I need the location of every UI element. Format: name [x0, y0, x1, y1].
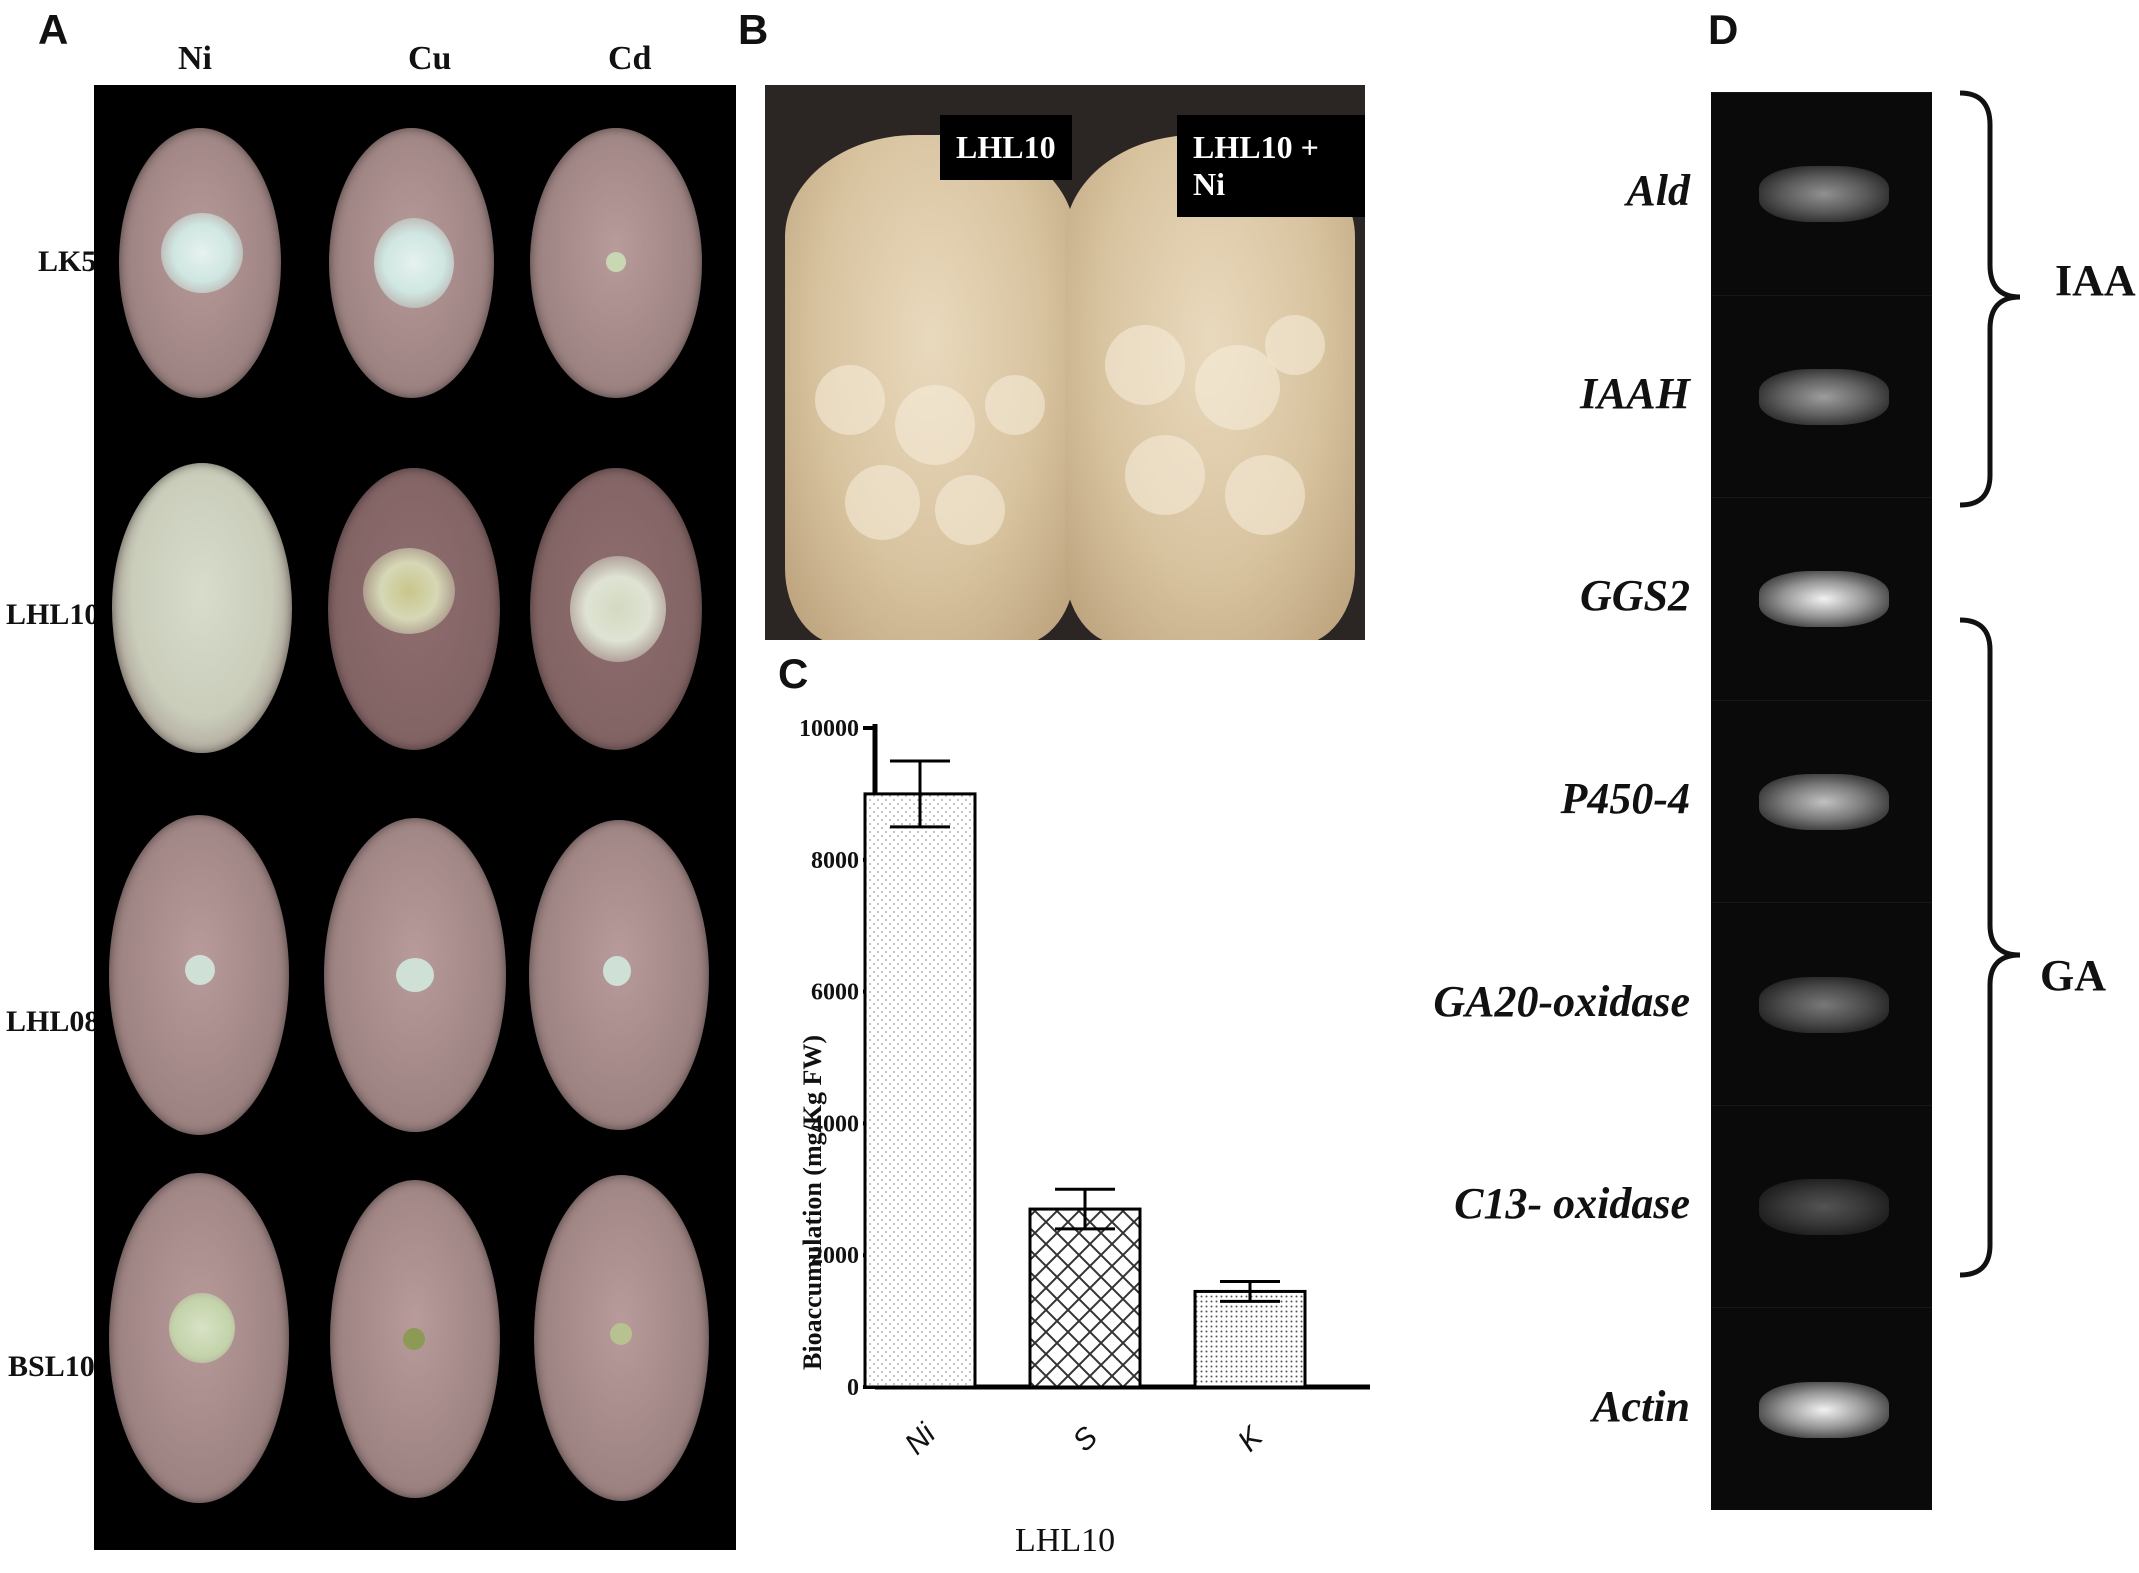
colony [606, 252, 626, 272]
column-header-cu: Cu [408, 40, 452, 77]
mycelial-pellet [845, 465, 920, 540]
ga-bracket [1959, 617, 2021, 1278]
column-header-ni: Ni [178, 40, 212, 77]
mycelial-pellet [1105, 325, 1185, 405]
gel-lane [1711, 699, 1932, 904]
x-tick-label-ni: Ni [899, 1417, 943, 1461]
gel-band [1759, 166, 1889, 223]
gene-label: P450-4 [1560, 774, 1690, 823]
gel-lane [1711, 1307, 1932, 1511]
bar-s [1028, 1207, 1142, 1389]
colony [570, 556, 666, 662]
group-label-ga: GA [2040, 951, 2106, 1000]
y-tick-label: 6000 [811, 980, 859, 1006]
panel-b-letter: B [738, 6, 769, 53]
gene-label: Ald [1626, 166, 1690, 216]
bar-k [1193, 1289, 1307, 1389]
mycelial-pellet [1125, 435, 1205, 515]
y-tick-label: 8000 [811, 848, 859, 874]
gene-label: C13- oxidase [1454, 1179, 1690, 1229]
plate-lk5-cd [530, 128, 702, 398]
gel-band [1759, 1179, 1889, 1236]
plate-bsl10-ni [109, 1173, 289, 1503]
gel-lane [1711, 497, 1932, 701]
plate-lk5-cu [329, 128, 494, 398]
mycelial-pellet [985, 375, 1045, 435]
colony [403, 1328, 425, 1350]
gel-band [1759, 976, 1889, 1033]
flask-label-lhl10: LHL10 [940, 115, 1072, 180]
gel-lane [1711, 1104, 1932, 1309]
row-header-lk5: LK5 [38, 245, 97, 278]
plate-lhl10-ni [112, 463, 292, 753]
y-tick-label: 10000 [799, 716, 859, 742]
gel-band [1759, 571, 1889, 628]
group-brackets [1959, 90, 2021, 1278]
gene-label: GGS2 [1579, 571, 1690, 621]
panel-c-letter: C [778, 650, 809, 697]
gene-label: IAAH [1579, 368, 1690, 418]
row-header-lhl10: LHL10 [6, 598, 100, 631]
bar-ni [863, 792, 977, 1389]
plate-bsl10-cd [534, 1175, 709, 1501]
mycelial-pellet [895, 385, 975, 465]
colony [169, 1293, 235, 1363]
gene-label: GA20-oxidase [1433, 976, 1690, 1026]
colony [363, 548, 455, 634]
mycelial-pellet [815, 365, 885, 435]
plate-lhl08-ni [109, 815, 289, 1135]
row-header-lhl08: LHL08 [6, 1005, 100, 1038]
flask-label-lhl10-ni: LHL10 + Ni [1177, 115, 1365, 217]
plate-bsl10-cu [330, 1180, 500, 1498]
mycelial-pellet [1265, 315, 1325, 375]
chart-canvas: 0 2000 4000 6000 8000 10000 Ni S K [799, 716, 1370, 1461]
plate-lhl10-cu [328, 468, 500, 750]
mycelial-pellet [1225, 455, 1305, 535]
gel-lane [1711, 902, 1932, 1106]
colony [603, 956, 631, 986]
gel-band [1759, 1381, 1889, 1438]
mycelial-pellet [1195, 345, 1280, 430]
flask-lhl10 [785, 135, 1075, 640]
panel-a-letter: A [38, 6, 69, 53]
flask-photo: LHL10 LHL10 + Ni [765, 85, 1365, 640]
y-tick-label: 2000 [811, 1243, 859, 1269]
x-tick-label-k: K [1232, 1419, 1271, 1458]
x-tick-label-s: S [1067, 1421, 1104, 1458]
gel-lane [1711, 294, 1932, 499]
bioaccumulation-chart: 0 2000 4000 6000 8000 10000 Ni S K Bioaccumulati… [760, 650, 1400, 1570]
y-tick-label: 4000 [811, 1111, 859, 1137]
chart-y-axis-label: Bioaccumulation (mg/Kg FW) [798, 1034, 827, 1370]
colony [374, 218, 454, 308]
colony [610, 1323, 632, 1345]
chart-x-axis-title: LHL10 [1015, 1522, 1116, 1559]
plate-lhl08-cu [324, 818, 506, 1132]
gel-band [1759, 368, 1889, 425]
colony [396, 958, 434, 992]
petri-plate-grid [94, 85, 736, 1550]
group-label-iaa: IAA [2055, 256, 2136, 305]
plate-lhl10-cd [530, 468, 702, 750]
plate-lhl08-cd [529, 820, 709, 1130]
rt-pcr-gel [1711, 92, 1932, 1510]
colony [161, 213, 243, 293]
gel-band [1759, 773, 1889, 830]
gene-label: Actin [1592, 1381, 1690, 1431]
column-header-cd: Cd [608, 40, 652, 77]
iaa-bracket [1959, 90, 2021, 508]
mycelial-pellet [935, 475, 1005, 545]
row-header-bsl10: BSL10 [8, 1350, 95, 1383]
flask-lhl10-ni [1065, 135, 1355, 640]
y-tick-label: 0 [847, 1375, 859, 1401]
colony [185, 955, 215, 985]
panel-d-letter: D [1708, 6, 1739, 53]
plate-lk5-ni [119, 128, 281, 398]
gel-lane [1711, 92, 1932, 296]
